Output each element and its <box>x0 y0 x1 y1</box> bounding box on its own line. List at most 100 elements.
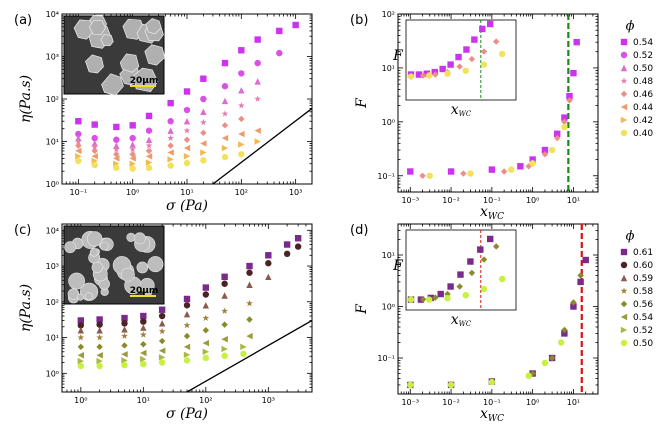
x-tick-label: 10³ <box>262 396 275 405</box>
data-point <box>129 155 136 162</box>
data-point <box>238 102 245 109</box>
particle <box>64 241 77 254</box>
inset-data-point <box>456 283 463 290</box>
legend-entry: 0.52 <box>633 326 653 336</box>
data-point <box>96 327 103 334</box>
inset-data-point <box>462 291 469 299</box>
legend-marker <box>620 300 628 308</box>
legend-marker <box>620 248 628 256</box>
y-tick-label: 10³ <box>46 262 59 271</box>
x-tick-label: 10¹ <box>137 396 150 405</box>
data-point <box>561 330 568 337</box>
y-tick-label: 10² <box>46 95 59 104</box>
legend-marker <box>620 90 628 98</box>
data-point <box>158 312 166 320</box>
inset-data-point <box>467 258 474 265</box>
data-point <box>221 134 229 142</box>
inset-data-point <box>447 283 454 290</box>
inset-data-point <box>419 72 427 79</box>
data-point <box>121 332 128 339</box>
data-point <box>200 157 207 164</box>
data-point <box>129 141 136 148</box>
x-tick-label: 10⁻³ <box>401 398 419 407</box>
particle <box>85 54 104 74</box>
data-point <box>200 108 207 115</box>
data-point <box>200 129 207 137</box>
data-point <box>129 134 136 142</box>
data-point <box>561 118 568 126</box>
data-point <box>121 357 128 364</box>
data-point <box>202 302 210 309</box>
x-tick-label: 10⁻² <box>442 398 460 407</box>
inset-data-point <box>493 243 500 250</box>
data-point <box>96 321 103 328</box>
data-point <box>240 343 247 351</box>
data-point <box>183 332 191 340</box>
y-tick-label: 10⁴ <box>46 226 59 235</box>
particle <box>84 292 93 301</box>
data-point <box>276 49 283 57</box>
data-point <box>246 299 253 307</box>
data-point <box>202 284 210 291</box>
data-point <box>183 136 191 143</box>
data-point <box>91 147 98 155</box>
data-point <box>238 47 245 54</box>
data-point <box>77 362 85 370</box>
data-point <box>140 349 147 357</box>
inset-data-point <box>468 269 476 277</box>
data-point <box>525 372 532 380</box>
data-point <box>129 165 136 172</box>
legend-entry: 0.59 <box>633 274 653 284</box>
data-point <box>200 95 207 103</box>
x-tick-label: 10⁰ <box>526 398 539 407</box>
scale-label: 20μm <box>130 286 159 296</box>
data-point <box>276 27 283 35</box>
data-point <box>202 339 210 347</box>
data-point <box>167 99 174 107</box>
data-point <box>121 314 128 322</box>
legend-marker <box>620 103 628 111</box>
data-point <box>140 324 147 331</box>
data-point <box>75 142 82 149</box>
data-point <box>96 316 103 323</box>
data-point <box>183 153 191 160</box>
y-axis-label: F <box>354 97 370 109</box>
panel-label: (b) <box>350 13 368 28</box>
data-point <box>548 354 556 362</box>
data-point <box>202 348 210 355</box>
data-layer-c <box>77 235 312 392</box>
inset-data-point <box>493 38 500 45</box>
data-point <box>221 352 228 359</box>
data-point <box>77 343 85 351</box>
x-tick-label: 10¹ <box>180 188 193 197</box>
data-point <box>202 327 210 334</box>
data-point <box>554 134 561 142</box>
legend-marker <box>620 64 628 72</box>
data-point <box>460 170 467 177</box>
data-point <box>96 334 103 341</box>
x-tick-label: 10⁻³ <box>401 196 419 205</box>
data-point <box>183 357 191 364</box>
data-point <box>121 320 128 327</box>
data-layer-b <box>407 14 580 192</box>
data-point <box>221 280 228 287</box>
inset-data-point <box>487 235 494 243</box>
legend-entry: 0.46 <box>633 90 653 100</box>
slope-line <box>212 107 312 184</box>
legend-entry: 0.50 <box>633 64 653 74</box>
x-tick-label: 10⁰ <box>126 188 139 197</box>
data-point <box>183 321 191 329</box>
data-point <box>221 321 228 328</box>
data-point <box>407 381 414 389</box>
data-point <box>570 299 577 306</box>
data-point <box>541 359 549 367</box>
legend-title: ϕ <box>626 229 635 244</box>
inset-data-point <box>426 72 433 79</box>
scale-label: 20μm <box>130 76 159 86</box>
data-point <box>292 21 299 29</box>
data-point <box>183 351 191 358</box>
legend-title: ϕ <box>626 19 635 34</box>
data-point <box>577 272 584 279</box>
data-point <box>77 352 85 359</box>
